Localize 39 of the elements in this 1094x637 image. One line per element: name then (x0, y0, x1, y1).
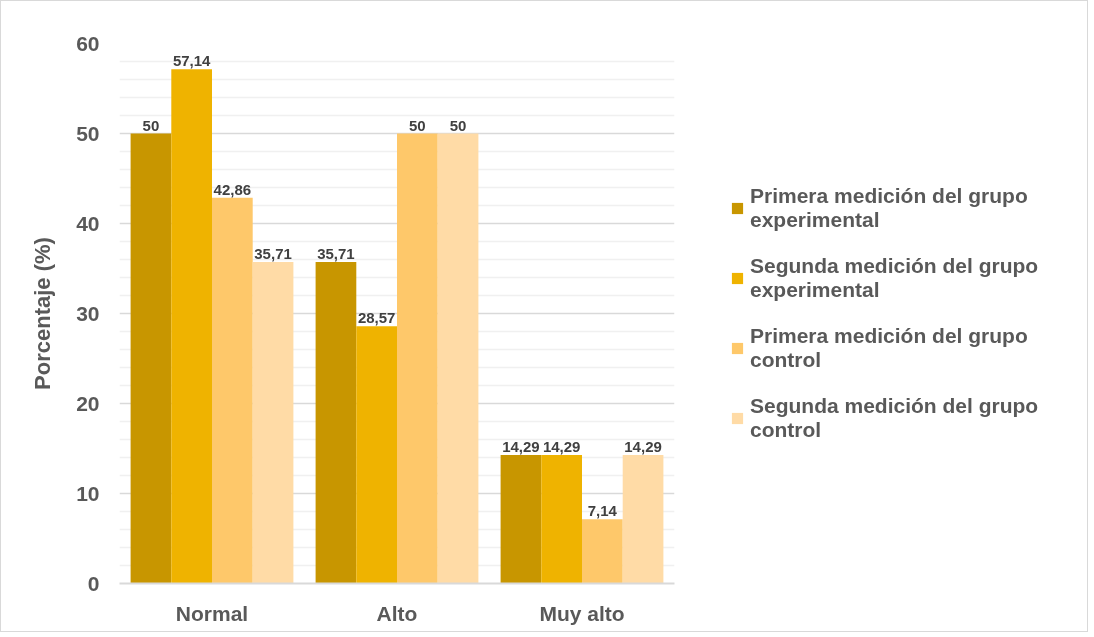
y-tick-label: 50 (76, 121, 100, 145)
legend-label: Primera medición del grupo control (750, 324, 1028, 372)
data-label: 35,71 (317, 245, 355, 263)
legend-label: Segunda medición del grupo control (750, 394, 1039, 442)
bar (252, 262, 294, 584)
data-label: 14,29 (502, 437, 540, 455)
bar (437, 133, 479, 584)
data-label: 28,57 (357, 309, 396, 327)
bar (582, 519, 623, 584)
data-label: 35,71 (254, 245, 292, 263)
data-label: 57,14 (172, 52, 212, 70)
y-tick-label: 40 (76, 211, 100, 235)
data-label: 14,29 (542, 437, 581, 455)
data-label: 42,86 (213, 180, 252, 198)
bar (315, 262, 357, 584)
x-tick-label: Muy alto (539, 601, 625, 625)
y-tick-label: 20 (76, 391, 100, 415)
bar (541, 454, 582, 584)
bar (171, 69, 212, 584)
bar (397, 133, 438, 584)
y-tick-label: 0 (87, 571, 100, 595)
x-tick-label: Normal (175, 601, 249, 625)
data-label: 50 (142, 116, 160, 134)
legend-label: Primera medición del grupo experimental (750, 184, 1028, 232)
y-tick-label: 10 (76, 481, 100, 505)
data-label: 7,14 (587, 502, 618, 520)
y-tick-label: 60 (76, 31, 100, 55)
legend-label: Segunda medición del grupo experimental (750, 254, 1039, 302)
x-tick-label: Alto (376, 601, 418, 625)
data-label: 50 (409, 116, 426, 134)
bar (622, 454, 664, 584)
bar (356, 326, 397, 584)
y-tick-label: 30 (76, 301, 100, 325)
y-axis-title: Porcentaje (%) (30, 237, 56, 390)
data-label: 50 (449, 116, 467, 134)
bar (500, 454, 542, 584)
data-label: 14,29 (624, 437, 662, 455)
bar (130, 133, 172, 584)
bar (212, 197, 253, 584)
